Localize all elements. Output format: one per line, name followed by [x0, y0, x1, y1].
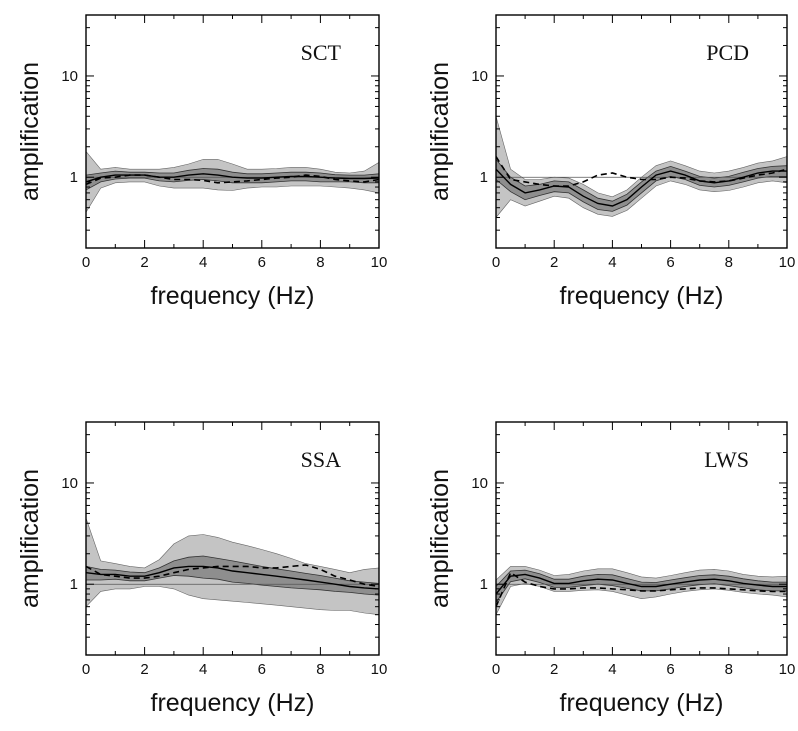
mean-line [496, 168, 787, 207]
y-tick-label: 1 [70, 169, 78, 186]
panel-sct: 0 2 4 6 8 10 1 10 SCT frequency (Hz) amplification [16, 14, 388, 310]
panel-ssa: 0 2 4 6 8 10 1 10 SSA frequency (Hz) amplification [16, 421, 388, 717]
x-tick-label: 0 [82, 661, 90, 678]
y-tick-label: 10 [61, 475, 78, 492]
inner-band [86, 555, 379, 596]
station-label: SSA [301, 447, 341, 472]
comparison-line [86, 564, 379, 588]
x-tick-label: 0 [492, 254, 500, 271]
x-tick-label: 10 [371, 254, 388, 271]
x-tick-label: 6 [258, 661, 266, 678]
x-tick-label: 2 [140, 254, 148, 271]
plot-area-lws [496, 566, 787, 615]
comparison-line [496, 571, 787, 608]
x-tick-label: 2 [550, 254, 558, 271]
y-axis-label: amplification [16, 469, 44, 608]
x-tick-label: 4 [608, 254, 616, 271]
x-tick-label: 8 [316, 254, 324, 271]
x-tick-label: 10 [779, 661, 796, 678]
mean-line [86, 565, 379, 590]
x-tick-label: 6 [666, 254, 674, 271]
x-tick-label: 4 [608, 661, 616, 678]
station-label: SCT [301, 40, 342, 65]
panel-lws: 0 2 4 6 8 10 1 10 LWS frequency (Hz) amplification [426, 421, 796, 717]
panel-pcd: 0 2 4 6 8 10 1 10 PCD frequency (Hz) amplification [426, 14, 796, 310]
inner-band [496, 158, 787, 212]
x-tick-label: 6 [258, 254, 266, 271]
x-tick-label: 8 [725, 254, 733, 271]
x-axis-label: frequency (Hz) [560, 282, 724, 310]
x-tick-label: 10 [371, 661, 388, 678]
x-tick-label: 2 [550, 661, 558, 678]
x-axis-label: frequency (Hz) [560, 689, 724, 717]
x-tick-label: 2 [140, 661, 148, 678]
station-label: PCD [706, 40, 749, 65]
y-tick-label: 10 [471, 68, 488, 85]
mean-line [496, 573, 787, 595]
outer-band [496, 116, 787, 218]
y-tick-label: 10 [471, 475, 488, 492]
plot-area-pcd [496, 116, 787, 218]
x-tick-label: 10 [779, 254, 796, 271]
y-tick-label: 1 [480, 576, 488, 593]
y-tick-label: 1 [480, 169, 488, 186]
x-tick-label: 0 [82, 254, 90, 271]
y-tick-label: 10 [61, 68, 78, 85]
plot-area-ssa [86, 518, 379, 616]
station-label: LWS [704, 447, 749, 472]
x-tick-label: 6 [666, 661, 674, 678]
y-axis-label: amplification [426, 62, 454, 201]
plot-area-sct [86, 150, 379, 213]
x-axis-label: frequency (Hz) [151, 282, 315, 310]
comparison-line [496, 156, 787, 187]
x-tick-label: 0 [492, 661, 500, 678]
x-axis-label: frequency (Hz) [151, 689, 315, 717]
y-tick-label: 1 [70, 576, 78, 593]
x-tick-label: 8 [316, 661, 324, 678]
y-axis-label: amplification [16, 62, 44, 201]
x-tick-label: 4 [199, 254, 207, 271]
x-tick-label: 8 [725, 661, 733, 678]
mean-line [86, 173, 379, 183]
inner-band [86, 168, 379, 191]
y-axis-label: amplification [426, 469, 454, 608]
x-tick-label: 4 [199, 661, 207, 678]
